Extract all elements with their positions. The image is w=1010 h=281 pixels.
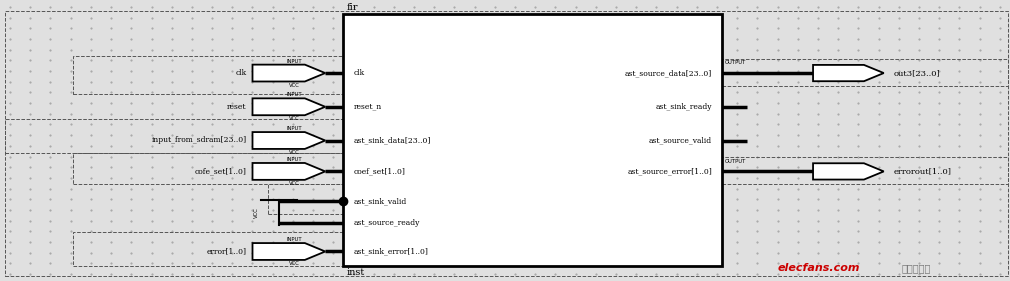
Text: errorout[1..0]: errorout[1..0] — [894, 167, 951, 175]
Text: input_from_sdram[23..0]: input_from_sdram[23..0] — [152, 137, 246, 144]
Bar — [722, 59, 1008, 86]
Text: INPUT: INPUT — [287, 58, 302, 64]
Text: clk: clk — [235, 69, 246, 77]
Polygon shape — [813, 163, 884, 180]
Text: reset: reset — [227, 103, 246, 111]
Text: elecfans.com: elecfans.com — [778, 263, 861, 273]
Text: ast_sink_error[1..0]: ast_sink_error[1..0] — [354, 248, 428, 255]
Polygon shape — [813, 65, 884, 81]
Text: VCC: VCC — [254, 207, 259, 217]
Text: ast_sink_data[23..0]: ast_sink_data[23..0] — [354, 137, 431, 144]
Text: coef_set[1..0]: coef_set[1..0] — [354, 167, 405, 175]
Polygon shape — [252, 98, 325, 115]
Bar — [73, 153, 343, 184]
Bar — [343, 14, 722, 266]
Text: ast_source_error[1..0]: ast_source_error[1..0] — [627, 167, 712, 175]
Text: INPUT: INPUT — [287, 126, 302, 131]
Bar — [5, 119, 343, 153]
Text: reset_n: reset_n — [354, 103, 382, 111]
Text: ast_sink_valid: ast_sink_valid — [354, 197, 407, 205]
Text: ast_source_ready: ast_source_ready — [354, 219, 420, 227]
Text: OUTPUT: OUTPUT — [725, 60, 746, 65]
Text: INPUT: INPUT — [287, 237, 302, 242]
Polygon shape — [252, 243, 325, 260]
Text: out3[23..0]: out3[23..0] — [894, 69, 940, 77]
Bar — [268, 184, 343, 214]
Text: VCC: VCC — [289, 181, 300, 186]
Text: VCC: VCC — [289, 83, 300, 88]
Text: error[1..0]: error[1..0] — [206, 248, 246, 255]
Text: inst: inst — [346, 268, 365, 277]
Polygon shape — [252, 132, 325, 149]
Text: VCC: VCC — [289, 150, 300, 155]
Text: ast_source_data[23..0]: ast_source_data[23..0] — [625, 69, 712, 77]
Text: fir: fir — [346, 3, 358, 12]
Bar — [722, 157, 1008, 184]
Text: ast_sink_ready: ast_sink_ready — [655, 103, 712, 111]
Polygon shape — [252, 65, 325, 81]
Text: VCC: VCC — [289, 116, 300, 121]
Text: INPUT: INPUT — [287, 92, 302, 97]
Text: ast_source_valid: ast_source_valid — [649, 137, 712, 144]
Text: cofe_set[1..0]: cofe_set[1..0] — [195, 167, 246, 175]
Text: OUTPUT: OUTPUT — [725, 159, 746, 164]
Text: 电子发烧度: 电子发烧度 — [902, 263, 931, 273]
Text: INPUT: INPUT — [287, 157, 302, 162]
Polygon shape — [252, 163, 325, 180]
Text: clk: clk — [354, 69, 365, 77]
Bar — [73, 232, 343, 266]
Bar — [73, 56, 343, 94]
Text: VCC: VCC — [289, 261, 300, 266]
